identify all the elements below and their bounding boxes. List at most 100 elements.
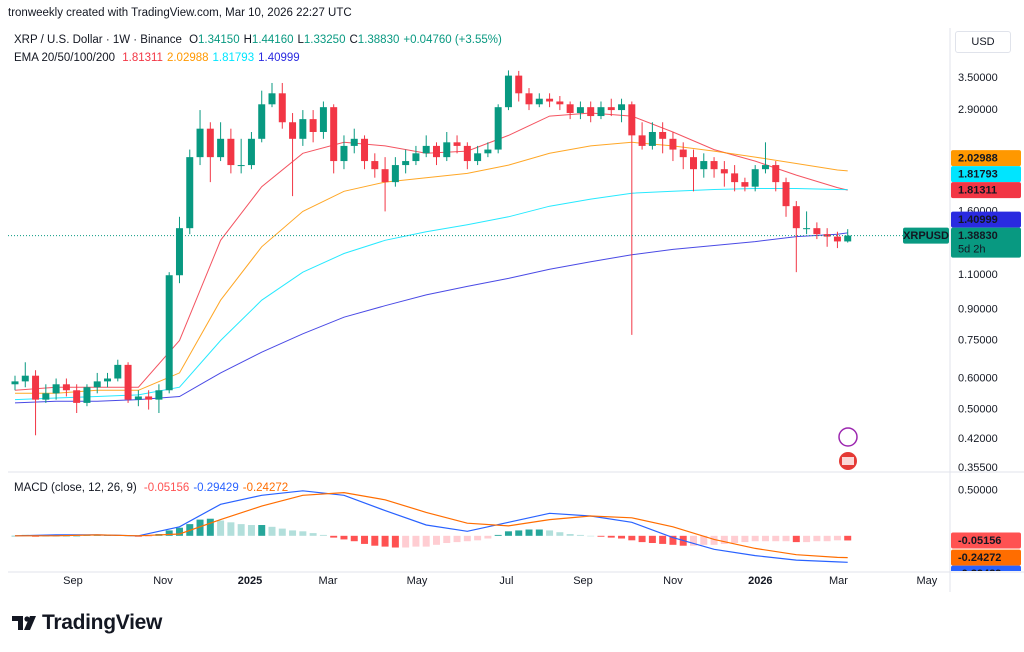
histogram-bar [453,535,461,543]
candle-body [237,165,245,167]
candle-body [186,157,194,229]
candle-body [772,165,780,183]
candle-body [618,104,626,111]
candle-body [350,138,358,146]
candle-body [11,381,19,385]
histogram-bar [710,535,718,545]
candle-body [371,161,379,170]
histogram-bar [803,535,811,543]
currency-button[interactable]: USD [955,31,1011,53]
histogram-bar [432,535,440,545]
candle-body [73,390,81,403]
symbol-badge-label: XRPUSD [903,230,949,242]
candle-body [504,75,512,108]
watermark: tronweekly created with TradingView.com,… [8,7,352,19]
macd-histogram [11,518,852,548]
histogram-bar [278,528,286,536]
histogram-bar [823,535,831,542]
ema-badge-label: 1.40999 [958,214,998,226]
histogram-bar [196,519,204,536]
macd-line [15,491,848,559]
histogram-bar [474,535,482,541]
macd-badge-label: -0.24272 [958,552,1001,564]
candle-body [299,119,307,139]
candle-body [258,104,266,139]
price-badge [951,227,1021,258]
ema-badge [951,150,1021,167]
ema-legend: EMA 20/50/100/200 1.81311 2.02988 1.81793 1… [14,52,304,64]
candle-body [217,138,225,158]
macd-badge [951,549,1021,566]
histogram-bar [11,535,19,537]
x-tick-label: May [407,575,428,587]
candle-body [803,228,811,230]
ohlc-key: O [189,34,199,46]
x-tick-label: May [916,575,937,587]
candle-body [453,142,461,146]
histogram-bar [587,535,595,537]
ohlc-value: 1.33250 [303,34,346,46]
macd-badge [951,532,1021,549]
candle-body [247,138,255,166]
candle-body [402,161,410,166]
histogram-bar [299,531,307,536]
candle-body [833,236,841,242]
histogram-bar [731,535,739,544]
ema-badge-label: 1.81793 [958,169,998,181]
symbol-legend: XRP / U.S. Dollar · 1W · Binance O1.3415… [14,34,506,46]
candle-body [556,101,564,105]
histogram-bar [576,534,584,536]
y-tick-label: 3.50000 [958,72,998,84]
macd-badge-label: -0.05156 [958,535,1001,547]
histogram-bar [525,529,533,536]
ema-badge [951,211,1021,228]
histogram-bar [422,535,430,547]
ema-value: 1.81793 [212,52,255,64]
macd-badge-label: -0.29429 [958,568,1001,580]
price-badge-label: 1.38830 [958,230,998,242]
y-tick-label: 1.10000 [958,269,998,281]
histogram-bar [618,535,626,539]
price-badges: 2.02988 1.81793 1.81311 1.40999 XRPUSD 1.3883… [903,150,1021,258]
histogram-bar [700,535,708,545]
candle-body [792,206,800,229]
histogram-bar [371,535,379,546]
x-tick-label: Nov [663,575,683,587]
candle-body [62,384,70,391]
candle-body [731,173,739,183]
histogram-bar [504,531,512,536]
histogram-bar [309,533,317,536]
histogram-bar [206,518,214,536]
candle-body [679,149,687,158]
histogram-bar [659,535,667,544]
histogram-bar [720,535,728,544]
candle-body [381,169,389,183]
ema-lines [14,112,848,404]
candle-body [751,169,759,187]
ema-line [14,232,848,404]
ohlc-item: C1.38830 [349,34,399,46]
candle-body [576,107,584,114]
ema-line [15,141,848,394]
histogram-bar [844,535,852,541]
candle-body [700,161,708,170]
histogram-bar [690,535,697,546]
candle-body [104,378,112,382]
candle-body [474,153,482,162]
y-tick-label: 2.90000 [958,104,998,116]
x-tick-label: Nov [153,575,173,587]
candle-body [782,182,790,207]
candle-body [484,149,492,154]
macd-badges: -0.05156 -0.24272 -0.29429 [951,532,1021,580]
x-tick-label: Mar [319,575,338,587]
candle-body [710,161,718,170]
symbol-badge [903,227,949,244]
histogram-bar [319,534,327,536]
histogram-bar [669,535,677,545]
histogram-bar [247,525,255,536]
candle-body [361,138,369,162]
x-tick-label: Sep [63,575,83,587]
histogram-bar [145,535,153,537]
histogram-bar [597,535,605,537]
